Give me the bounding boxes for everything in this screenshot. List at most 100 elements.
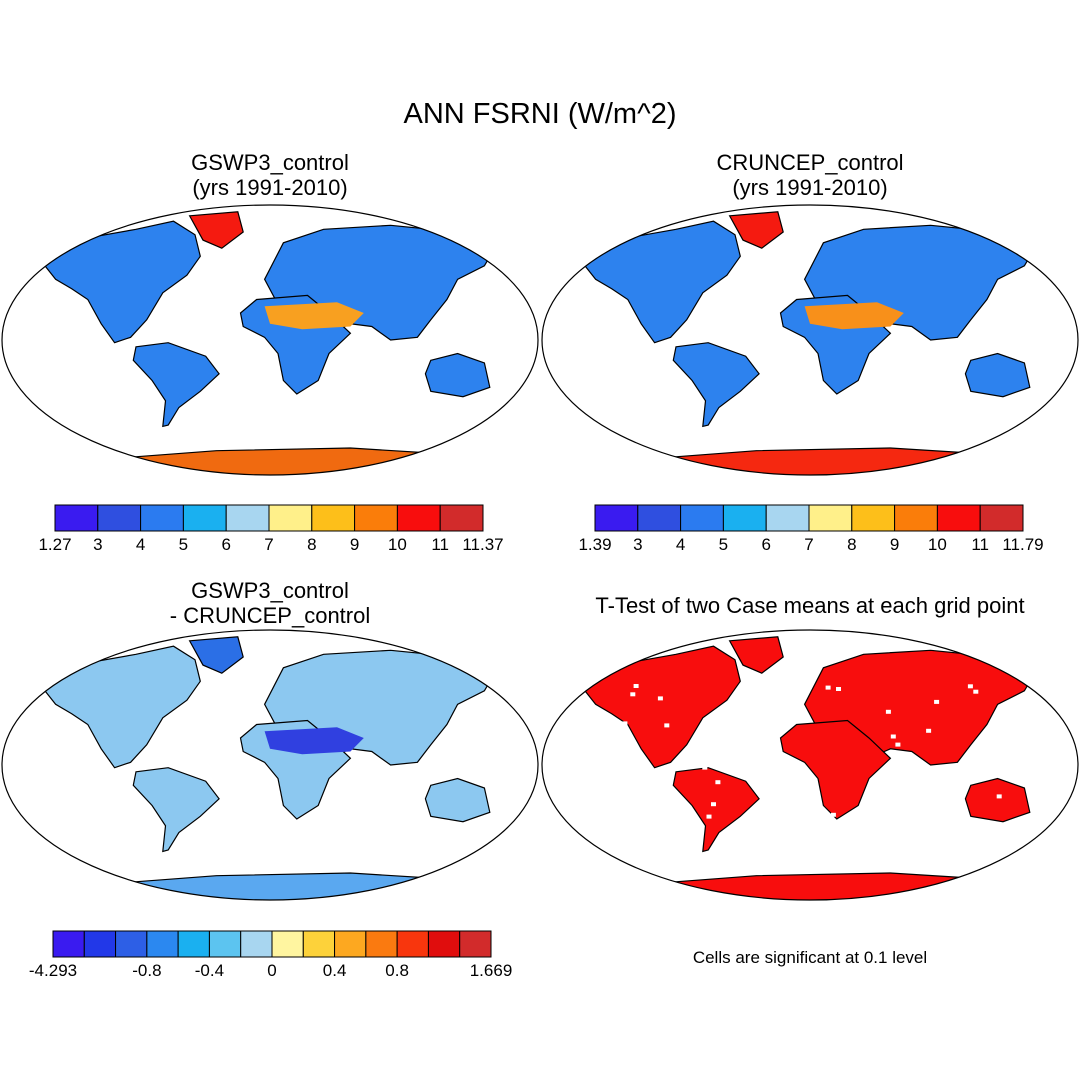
colorbar-swatch [722, 504, 767, 532]
insignificant-cell [820, 837, 826, 842]
colorbar-swatch [680, 504, 724, 532]
colorbar-swatch [182, 504, 227, 532]
continent-namerica [44, 645, 201, 769]
insignificant-cell [631, 800, 637, 805]
continent-greenland [188, 636, 244, 674]
insignificant-cell [763, 736, 769, 741]
colorbar-swatch [268, 504, 313, 532]
continent-africa [779, 719, 892, 820]
colorbar-tick-label: 9 [889, 535, 900, 554]
insignificant-cell [836, 687, 841, 691]
insignificant-cell [992, 716, 998, 721]
insignificant-cell [995, 825, 1001, 830]
insignificant-cell [773, 705, 779, 710]
colorbar-swatch [208, 930, 242, 958]
insignificant-cell [622, 757, 628, 762]
colorbar-tick-label: -0.4 [194, 961, 225, 980]
continent-namerica [584, 645, 741, 769]
colorbar-swatch [271, 930, 304, 958]
colorbar-tick-label: 1.27 [38, 535, 72, 554]
insignificant-cell [885, 709, 891, 714]
colorbar-swatch [177, 930, 210, 958]
continent-samerica [672, 767, 760, 853]
insignificant-cell [967, 684, 973, 689]
insignificant-cell [825, 685, 831, 690]
colorbar-swatch [637, 504, 682, 532]
colorbar-3 [52, 930, 492, 958]
insignificant-cell [635, 829, 641, 834]
panel-3-title: GSWP3_control - CRUNCEP_control [169, 578, 371, 628]
colorbar-1 [54, 504, 484, 532]
insignificant-cell [702, 765, 708, 770]
colorbar-swatch [936, 504, 981, 532]
colorbar-swatch [396, 930, 429, 958]
colorbar-swatch [225, 504, 270, 532]
colorbar-tick-label: 10 [387, 535, 407, 554]
continent-greenland [728, 211, 784, 249]
colorbar-swatch [97, 504, 142, 532]
insignificant-cell [810, 846, 815, 850]
insignificant-cell [980, 844, 986, 849]
insignificant-cell [945, 819, 951, 824]
colorbar-swatch [365, 930, 398, 958]
colorbar-tick-label: 7 [264, 535, 274, 554]
colorbar-tick-label: 6 [761, 535, 771, 554]
colorbar-swatch [396, 504, 441, 532]
colorbar-tick-label: 3 [93, 535, 103, 554]
colorbar-swatch [765, 504, 810, 532]
colorbar-swatch [311, 504, 356, 532]
colorbar-tick-label: 3 [633, 535, 643, 554]
continent-namerica [584, 220, 741, 344]
insignificant-cell [633, 684, 639, 688]
colorbar-tick-label: 11.37 [462, 535, 504, 554]
colorbar-swatch [427, 930, 461, 958]
map-border [541, 204, 1079, 476]
colorbar-swatch [354, 504, 398, 532]
insignificant-cell [895, 742, 901, 747]
insignificant-cell [975, 842, 981, 847]
insignificant-cell [706, 814, 712, 819]
insignificant-cell [758, 834, 764, 839]
colorbar-tick-label: 5 [178, 535, 189, 554]
continent-samerica [672, 342, 760, 428]
desert-region [264, 302, 364, 330]
continent-australia [424, 777, 491, 823]
colorbar-swatch [302, 930, 336, 958]
continent-samerica [132, 767, 220, 853]
colorbar-tick-label: 0.8 [385, 961, 409, 980]
colorbar-tick-label: 10 [927, 535, 947, 554]
map-panel-2 [542, 205, 1078, 475]
colorbar-swatch [439, 504, 484, 532]
colorbar-swatch [459, 930, 492, 958]
map-border [1, 629, 539, 901]
panel-4-title: T-Test of two Case means at each grid po… [595, 593, 1025, 618]
insignificant-cell [664, 723, 670, 728]
colorbar-swatch [894, 504, 938, 532]
colorbar-tick-label: 8 [307, 535, 317, 554]
continent-namerica [44, 220, 201, 344]
continent-australia [964, 777, 1031, 823]
colorbar-tick-label: 8 [847, 535, 857, 554]
colorbar-tick-label: 5 [718, 535, 729, 554]
insignificant-cell [830, 812, 836, 817]
map-panel-3 [2, 630, 538, 900]
colorbar-swatch [140, 504, 184, 532]
significance-note: Cells are significant at 0.1 level [692, 948, 928, 967]
map-border [541, 629, 1079, 901]
insignificant-cell [661, 845, 666, 850]
insignificant-cell [934, 699, 940, 704]
colorbar-tick-label: -0.8 [132, 961, 162, 980]
colorbar-tick-label: 9 [349, 535, 360, 554]
colorbar-swatch [146, 930, 179, 958]
colorbar-tick-label: 11 [431, 535, 450, 554]
figure-title: ANN FSRNI (W/m^2) [403, 98, 677, 130]
insignificant-cell [871, 807, 877, 812]
colorbar-swatch [334, 930, 367, 958]
colorbar-swatch [115, 930, 148, 958]
map-panel-1 [2, 205, 538, 475]
colorbar-tick-label: 6 [221, 535, 231, 554]
map-panel-4 [542, 630, 1078, 900]
continent-greenland [188, 211, 244, 249]
panel-2-title: CRUNCEP_control (yrs 1991-2010) [716, 150, 904, 200]
colorbar-swatch [54, 504, 99, 532]
